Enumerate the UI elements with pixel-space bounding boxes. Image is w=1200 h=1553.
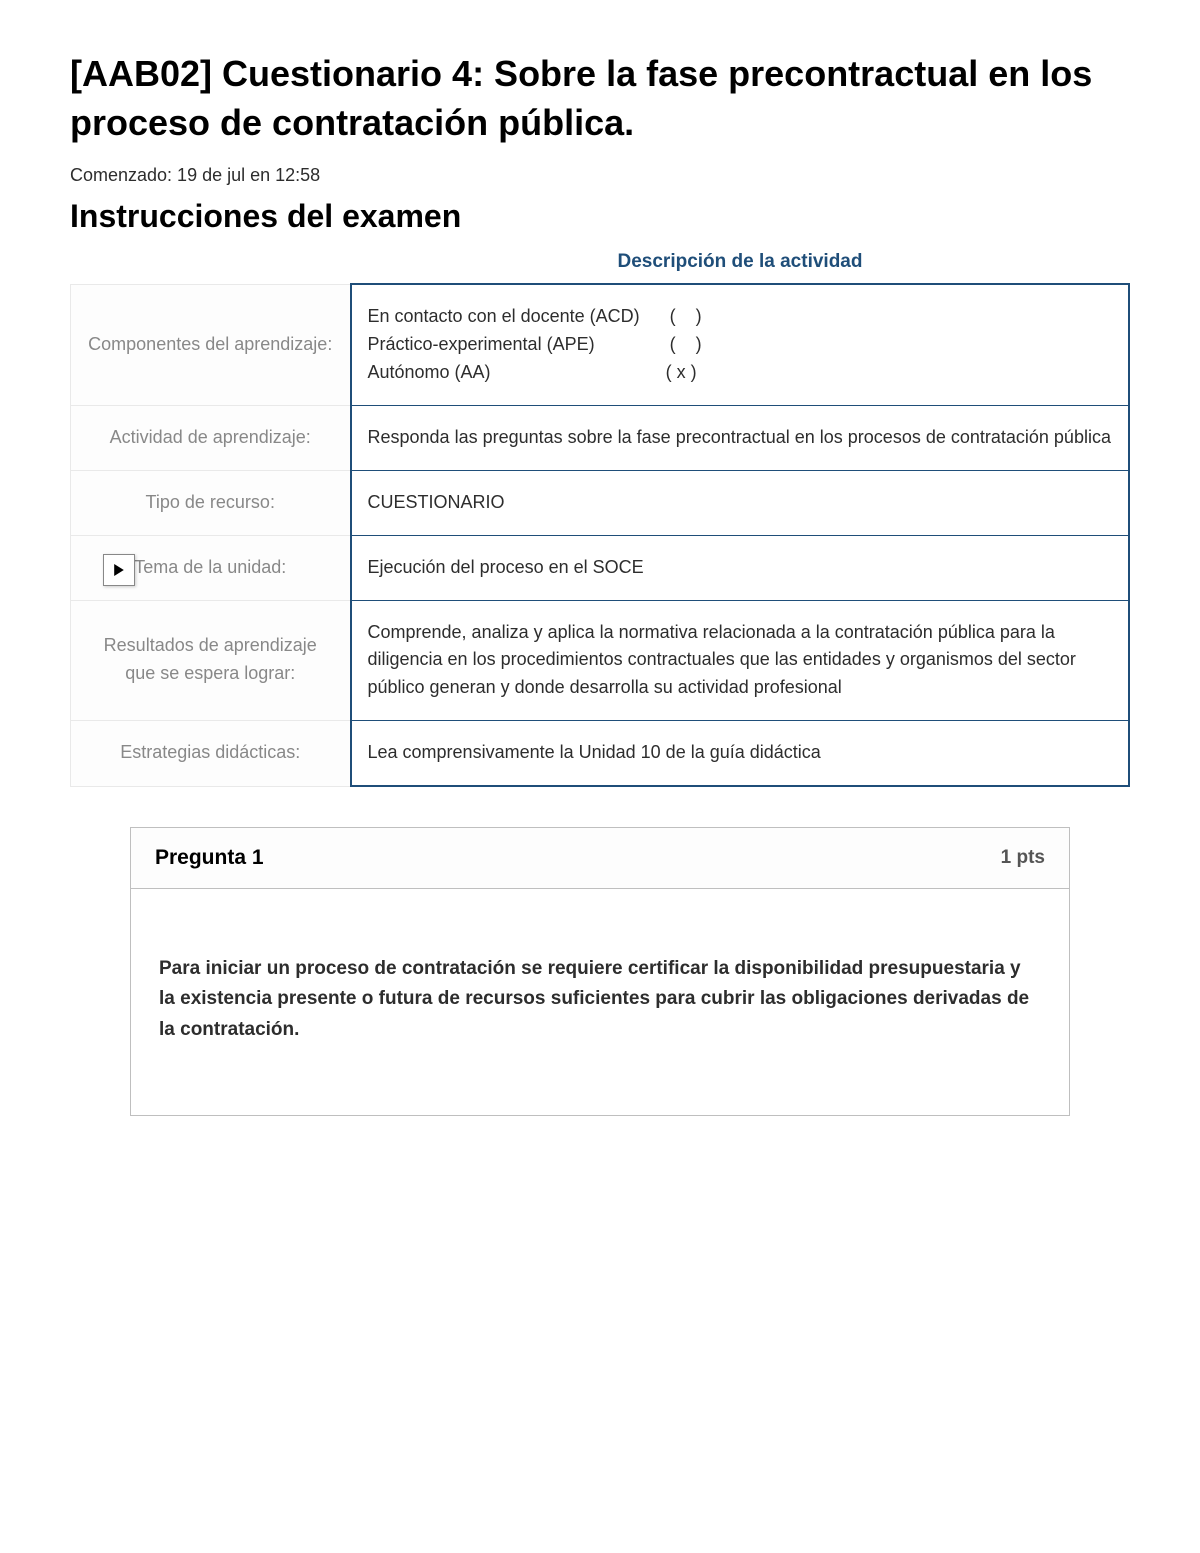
question-text: Para iniciar un proceso de contratación …	[159, 954, 1041, 1045]
row-label: Resultados de aprendizaje que se espera …	[71, 600, 351, 721]
started-at-text: Comenzado: 19 de jul en 12:58	[70, 165, 1130, 186]
question-card: Pregunta 1 1 pts Para iniciar un proceso…	[130, 827, 1070, 1116]
row-label: Componentes del aprendizaje:	[71, 284, 351, 405]
description-table: Componentes del aprendizaje: En contacto…	[70, 283, 1130, 787]
description-caption: Descripción de la actividad	[70, 251, 1130, 283]
table-row: Tipo de recurso: CUESTIONARIO	[71, 470, 1130, 535]
play-icon	[113, 564, 125, 576]
row-value: Responda las preguntas sobre la fase pre…	[351, 405, 1130, 470]
row-value: Lea comprensivamente la Unidad 10 de la …	[351, 721, 1130, 786]
row-value-text: En contacto con el docente (ACD) ( ) Prá…	[368, 306, 702, 382]
table-row: Actividad de aprendizaje: Responda las p…	[71, 405, 1130, 470]
table-row: Resultados de aprendizaje que se espera …	[71, 600, 1130, 721]
question-points: 1 pts	[1001, 847, 1045, 869]
question-label: Pregunta 1	[155, 846, 264, 870]
question-body: Para iniciar un proceso de contratación …	[131, 889, 1069, 1115]
question-header: Pregunta 1 1 pts	[131, 828, 1069, 889]
row-label: Tema de la unidad:	[71, 535, 351, 600]
row-label: Actividad de aprendizaje:	[71, 405, 351, 470]
row-label-text: Tema de la unidad:	[134, 557, 286, 577]
row-value: Ejecución del proceso en el SOCE	[351, 535, 1130, 600]
instructions-heading: Instrucciones del examen	[70, 198, 1130, 235]
table-row: Estrategias didácticas: Lea comprensivam…	[71, 721, 1130, 786]
play-button[interactable]	[103, 554, 135, 586]
row-value: Comprende, analiza y aplica la normativa…	[351, 600, 1130, 721]
quiz-title: [AAB02] Cuestionario 4: Sobre la fase pr…	[70, 50, 1130, 147]
row-value: CUESTIONARIO	[351, 470, 1130, 535]
row-label: Estrategias didácticas:	[71, 721, 351, 786]
description-table-wrap: Descripción de la actividad Componentes …	[70, 251, 1130, 787]
row-label: Tipo de recurso:	[71, 470, 351, 535]
table-row: Tema de la unidad: Ejecución del proceso…	[71, 535, 1130, 600]
table-row: Componentes del aprendizaje: En contacto…	[71, 284, 1130, 405]
row-value: En contacto con el docente (ACD) ( ) Prá…	[351, 284, 1130, 405]
